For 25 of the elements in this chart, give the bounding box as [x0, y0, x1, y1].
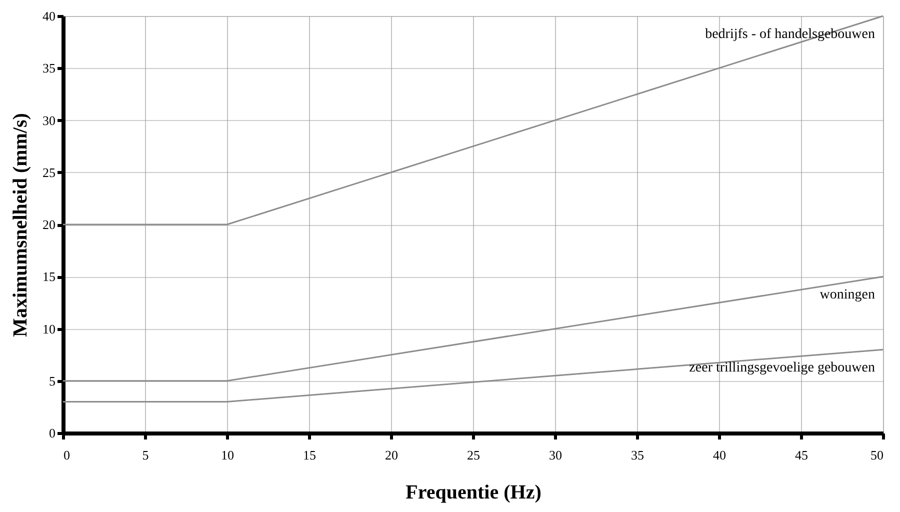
x-tick-label: 15	[303, 448, 316, 462]
x-tick-label: 45	[795, 448, 808, 462]
y-tick-label: 10	[42, 321, 56, 336]
y-tick-label: 30	[42, 112, 56, 128]
y-tick-label: 5	[49, 373, 56, 388]
y-tick-label: 0	[49, 426, 56, 440]
x-axis-title: Frequentie (Hz)	[406, 482, 542, 504]
series-label: bedrijfs - of handelsgebouwen	[705, 27, 875, 42]
x-tick-label: 0	[64, 448, 70, 462]
y-tick-label: 40	[42, 8, 56, 24]
y-tick-label: 15	[42, 269, 56, 284]
x-tick-label: 10	[221, 448, 234, 462]
series-label: zeer trillingsgevoelige gebouwen	[689, 360, 875, 376]
x-tick-label: 5	[142, 448, 149, 462]
x-tick-label: 35	[631, 448, 644, 462]
x-tick-label: 40	[713, 448, 726, 462]
x-tick-label: 25	[467, 448, 480, 462]
x-tick-label: 30	[549, 448, 562, 462]
y-tick-label: 25	[42, 164, 56, 180]
series-label: woningen	[820, 288, 875, 303]
y-tick-label: 35	[42, 60, 56, 76]
x-tick-label: 20	[385, 448, 398, 462]
x-tick-label: 50	[870, 448, 884, 462]
y-tick-label: 20	[42, 217, 56, 232]
y-axis-title: Maximumsnelheid (mm/s)	[10, 113, 32, 337]
